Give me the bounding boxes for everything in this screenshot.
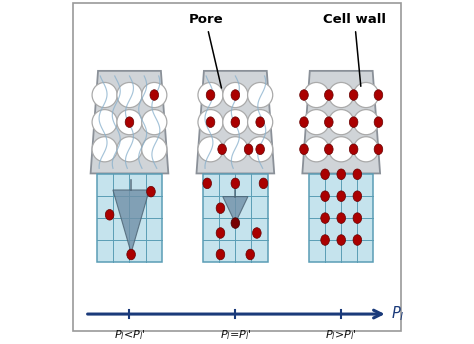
Ellipse shape [325,90,333,100]
Ellipse shape [321,191,329,202]
Polygon shape [196,71,274,173]
Ellipse shape [117,110,142,135]
Ellipse shape [349,117,358,127]
Bar [309,174,374,262]
Ellipse shape [203,178,211,189]
Ellipse shape [337,213,346,223]
Ellipse shape [300,117,308,127]
Ellipse shape [117,83,142,108]
Ellipse shape [216,249,225,260]
Ellipse shape [353,235,362,245]
Ellipse shape [259,178,268,189]
Ellipse shape [321,213,329,223]
Ellipse shape [328,137,354,162]
Ellipse shape [353,191,362,202]
Ellipse shape [244,144,253,154]
Ellipse shape [256,117,264,127]
Ellipse shape [253,228,261,238]
Ellipse shape [321,235,329,245]
Ellipse shape [150,90,159,100]
Ellipse shape [353,169,362,180]
Ellipse shape [92,83,117,108]
Ellipse shape [231,178,240,189]
Ellipse shape [337,169,346,180]
Ellipse shape [105,209,114,220]
Ellipse shape [328,83,354,108]
Ellipse shape [198,137,223,162]
Ellipse shape [206,117,215,127]
Ellipse shape [300,90,308,100]
Polygon shape [223,197,248,223]
Ellipse shape [127,249,136,260]
FancyBboxPatch shape [73,3,401,331]
Ellipse shape [216,228,225,238]
Ellipse shape [304,110,329,135]
Ellipse shape [198,110,223,135]
Ellipse shape [223,137,248,162]
Ellipse shape [304,83,329,108]
Ellipse shape [247,110,273,135]
Ellipse shape [146,186,155,197]
Ellipse shape [247,137,273,162]
Text: $\it{P_l}$=$\it{P_l}$': $\it{P_l}$=$\it{P_l}$' [219,328,251,342]
Ellipse shape [247,83,273,108]
Ellipse shape [198,83,223,108]
Text: $\it{P_l}$<$\it{P_l}$': $\it{P_l}$<$\it{P_l}$' [114,328,146,342]
Ellipse shape [349,90,358,100]
Ellipse shape [328,110,354,135]
Ellipse shape [337,235,346,245]
Ellipse shape [231,117,240,127]
Polygon shape [302,71,380,173]
Ellipse shape [231,90,240,100]
Ellipse shape [354,137,379,162]
Ellipse shape [142,110,167,135]
Ellipse shape [304,137,329,162]
Ellipse shape [206,90,215,100]
Text: Pore: Pore [188,13,223,88]
Ellipse shape [117,137,142,162]
Bar [203,174,268,262]
Ellipse shape [349,144,358,154]
Ellipse shape [354,83,379,108]
Ellipse shape [216,203,225,214]
Ellipse shape [223,110,248,135]
Text: Cell wall: Cell wall [323,13,386,86]
Polygon shape [113,190,149,253]
Ellipse shape [125,117,134,127]
Ellipse shape [256,144,264,154]
Ellipse shape [374,117,383,127]
Ellipse shape [337,191,346,202]
Ellipse shape [354,110,379,135]
Bar [97,174,162,262]
Ellipse shape [321,169,329,180]
Ellipse shape [92,110,117,135]
Ellipse shape [325,144,333,154]
Text: $\it{P_l}$>$\it{P_l}$': $\it{P_l}$>$\it{P_l}$' [325,328,357,342]
Polygon shape [91,71,168,173]
Text: $\it{P_l}$: $\it{P_l}$ [391,305,404,323]
Ellipse shape [142,83,167,108]
Ellipse shape [353,213,362,223]
Ellipse shape [325,117,333,127]
Ellipse shape [246,249,255,260]
Ellipse shape [218,144,227,154]
Ellipse shape [92,137,117,162]
Ellipse shape [374,90,383,100]
Ellipse shape [223,83,248,108]
Ellipse shape [142,137,167,162]
Ellipse shape [374,144,383,154]
Ellipse shape [300,144,308,154]
Ellipse shape [231,218,240,228]
